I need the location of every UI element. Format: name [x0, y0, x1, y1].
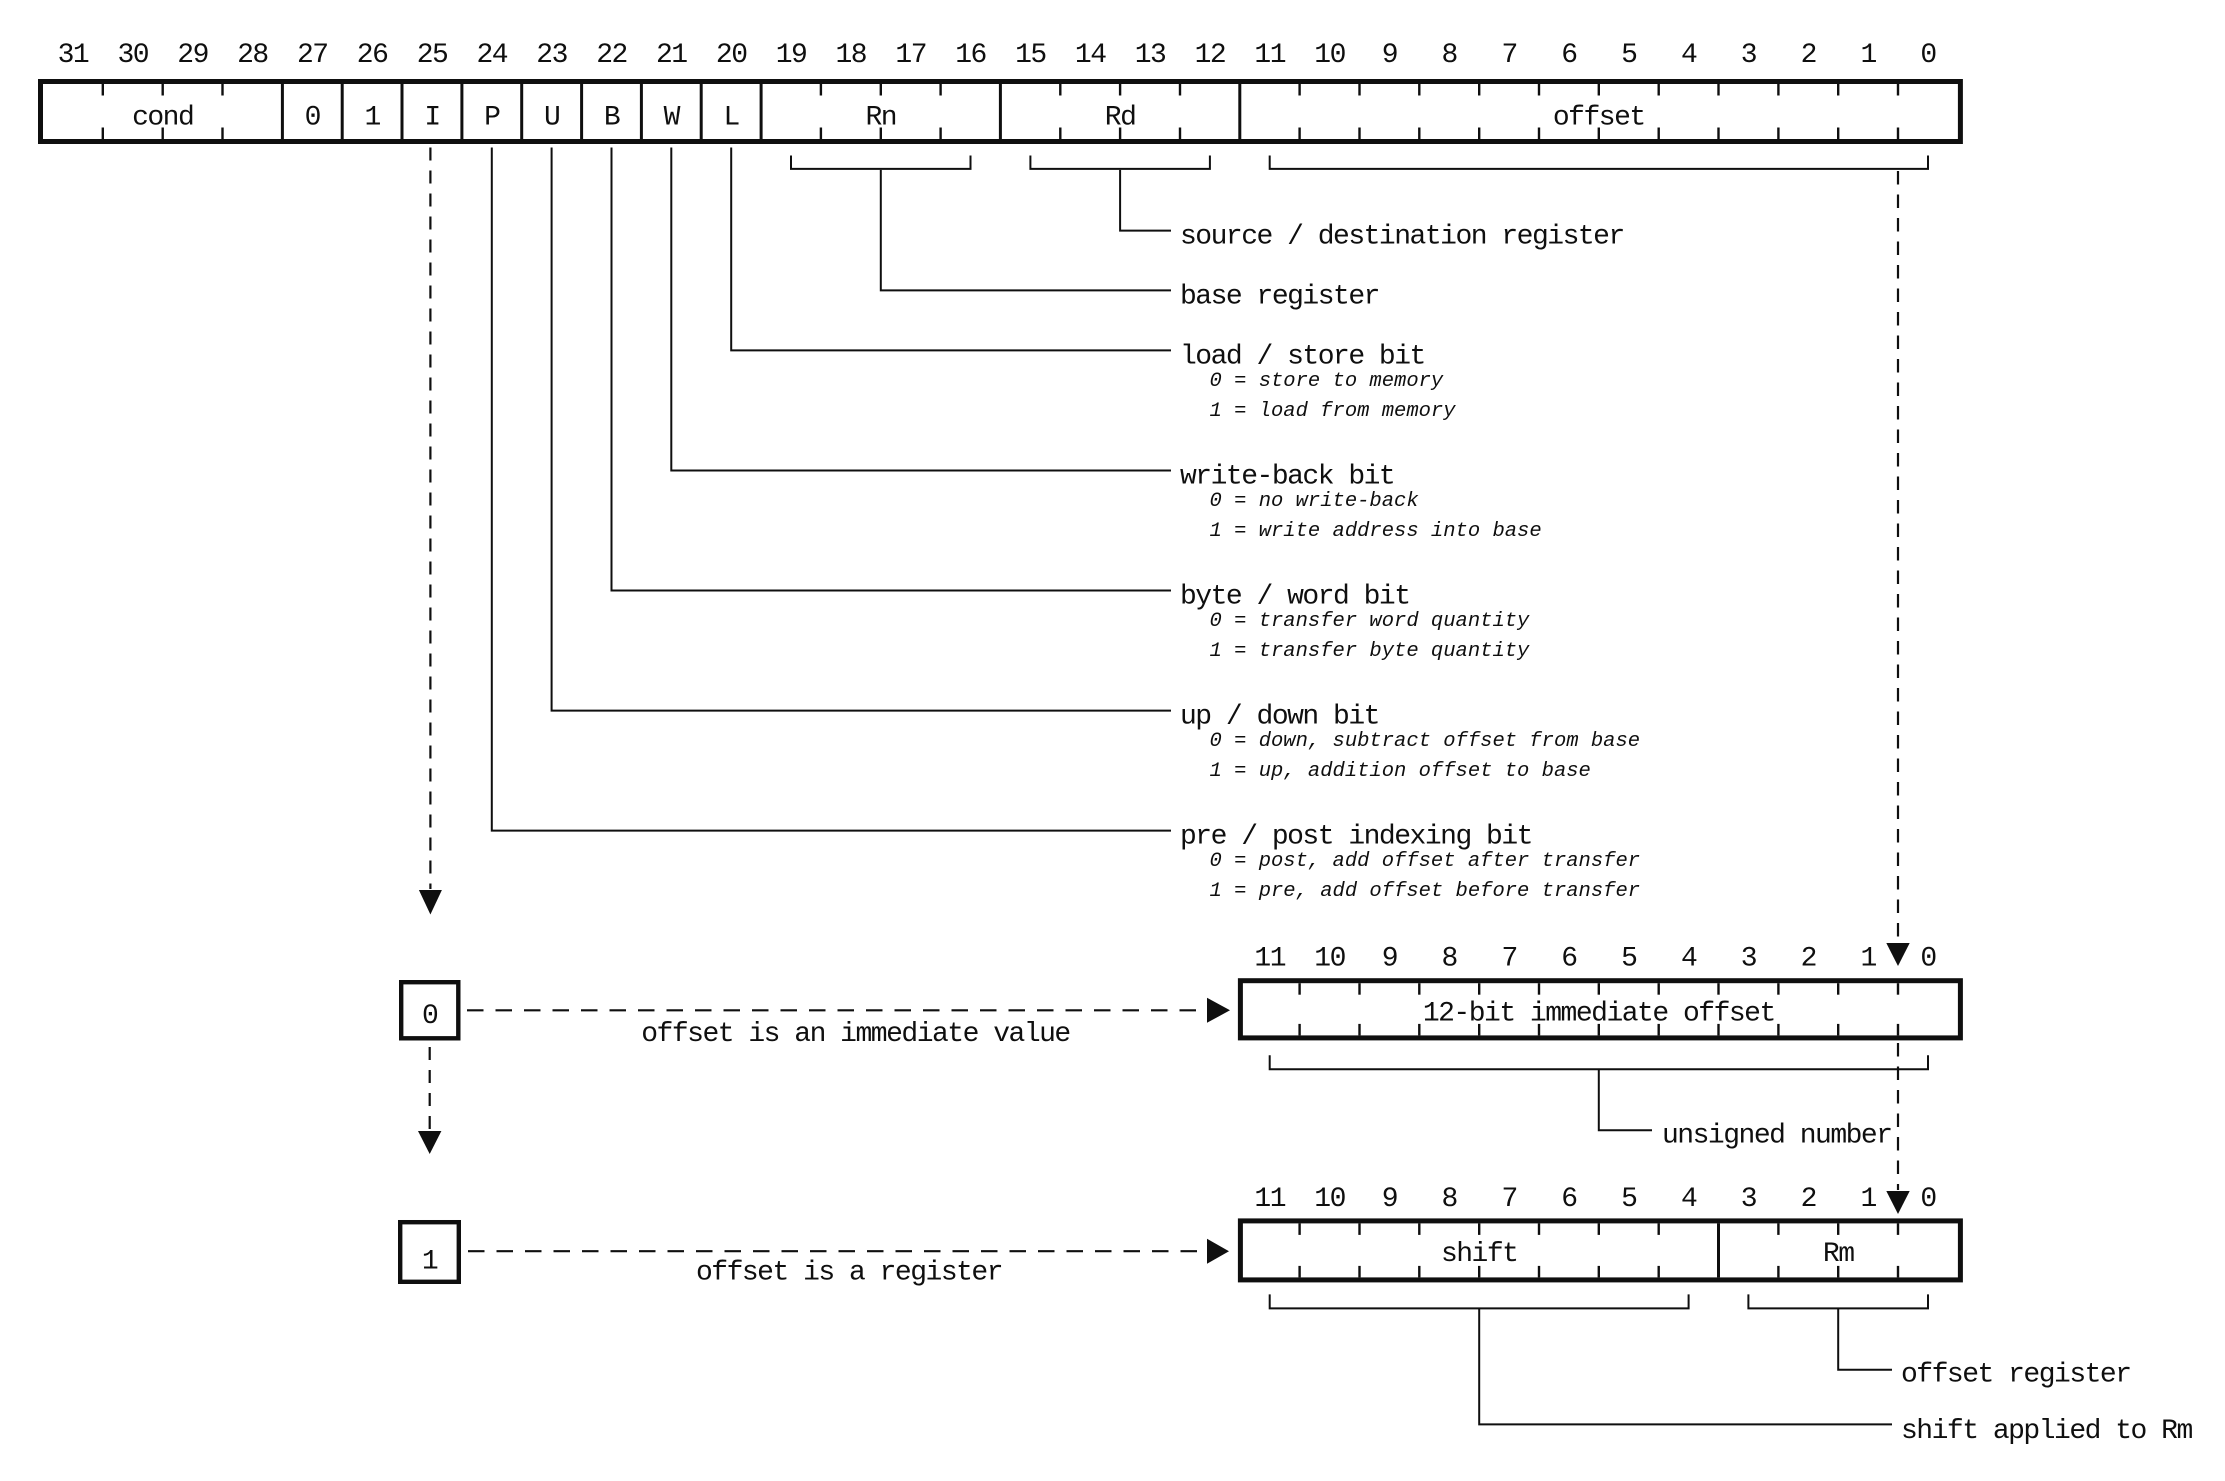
svg-text:27: 27	[297, 40, 328, 71]
svg-text:1 = up, addition offset to bas: 1 = up, addition offset to base	[1210, 760, 1591, 783]
svg-text:30: 30	[117, 40, 148, 71]
svg-text:26: 26	[357, 40, 388, 71]
svg-text:12-bit immediate offset: 12-bit immediate offset	[1423, 999, 1775, 1030]
svg-text:source / destination register: source / destination register	[1180, 222, 1624, 253]
svg-text:up / down bit: up / down bit	[1180, 702, 1379, 733]
svg-text:B: B	[604, 102, 620, 133]
svg-text:W: W	[664, 102, 681, 133]
svg-text:0: 0	[1920, 40, 1936, 71]
svg-text:8: 8	[1442, 944, 1457, 975]
svg-text:U: U	[544, 102, 559, 133]
svg-text:3: 3	[1741, 1184, 1757, 1215]
svg-text:offset register: offset register	[1901, 1360, 2131, 1391]
svg-text:21: 21	[656, 40, 687, 71]
svg-text:pre / post indexing bit: pre / post indexing bit	[1180, 822, 1532, 853]
svg-text:0 = transfer word quantity: 0 = transfer word quantity	[1210, 610, 1531, 633]
svg-text:1: 1	[422, 1247, 438, 1278]
svg-text:11: 11	[1254, 40, 1285, 71]
svg-text:write-back bit: write-back bit	[1180, 462, 1394, 493]
svg-text:1: 1	[1860, 1184, 1876, 1215]
svg-text:1 = write address into base: 1 = write address into base	[1210, 520, 1542, 543]
svg-text:base register: base register	[1180, 281, 1379, 312]
svg-text:0 = down, subtract offset from: 0 = down, subtract offset from base	[1210, 730, 1641, 753]
svg-text:4: 4	[1681, 40, 1697, 71]
svg-text:5: 5	[1621, 40, 1637, 71]
svg-text:31: 31	[58, 40, 89, 71]
svg-text:14: 14	[1075, 40, 1106, 71]
svg-text:10: 10	[1314, 40, 1345, 71]
svg-text:1 = load from memory: 1 = load from memory	[1210, 400, 1457, 423]
svg-text:24: 24	[476, 40, 507, 71]
svg-text:28: 28	[237, 40, 268, 71]
svg-text:29: 29	[177, 40, 208, 71]
svg-text:0 = post, add offset after tra: 0 = post, add offset after transfer	[1210, 850, 1641, 873]
svg-text:I: I	[424, 102, 439, 133]
svg-text:0 = no write-back: 0 = no write-back	[1210, 490, 1420, 513]
svg-text:2: 2	[1801, 944, 1816, 975]
svg-text:unsigned number: unsigned number	[1662, 1121, 1892, 1152]
svg-text:23: 23	[536, 40, 567, 71]
svg-text:7: 7	[1501, 40, 1516, 71]
svg-text:7: 7	[1501, 1184, 1516, 1215]
svg-text:cond: cond	[132, 102, 193, 133]
svg-text:22: 22	[596, 40, 627, 71]
svg-text:18: 18	[835, 40, 866, 71]
svg-text:15: 15	[1015, 40, 1046, 71]
svg-text:19: 19	[776, 40, 807, 71]
svg-text:offset is an immediate value: offset is an immediate value	[641, 1019, 1069, 1050]
svg-text:Rm: Rm	[1823, 1239, 1854, 1270]
svg-text:8: 8	[1442, 1184, 1457, 1215]
svg-text:0 = store to memory: 0 = store to memory	[1210, 370, 1444, 393]
svg-text:shift: shift	[1441, 1239, 1518, 1270]
svg-text:5: 5	[1621, 1184, 1637, 1215]
svg-text:6: 6	[1561, 944, 1576, 975]
svg-text:shift applied to Rm: shift applied to Rm	[1901, 1416, 2192, 1447]
svg-text:1: 1	[1860, 40, 1876, 71]
svg-text:3: 3	[1741, 40, 1757, 71]
svg-text:2: 2	[1801, 40, 1816, 71]
svg-text:1: 1	[364, 102, 380, 133]
svg-text:5: 5	[1621, 944, 1637, 975]
svg-text:4: 4	[1681, 944, 1697, 975]
svg-text:13: 13	[1135, 40, 1166, 71]
svg-text:25: 25	[417, 40, 448, 71]
svg-text:20: 20	[716, 40, 747, 71]
svg-text:0: 0	[422, 1001, 438, 1032]
svg-text:offset: offset	[1553, 102, 1645, 133]
svg-text:L: L	[724, 102, 740, 133]
svg-text:1 = pre, add offset before tra: 1 = pre, add offset before transfer	[1210, 880, 1641, 903]
svg-text:2: 2	[1801, 1184, 1816, 1215]
svg-text:P: P	[484, 102, 500, 133]
svg-text:11: 11	[1254, 1184, 1285, 1215]
svg-text:12: 12	[1195, 40, 1226, 71]
svg-text:offset is a register: offset is a register	[696, 1257, 1002, 1288]
svg-text:0: 0	[1920, 944, 1936, 975]
svg-text:load / store bit: load / store bit	[1180, 341, 1425, 372]
svg-text:1 = transfer byte quantity: 1 = transfer byte quantity	[1210, 640, 1531, 663]
svg-text:10: 10	[1314, 1184, 1345, 1215]
svg-text:16: 16	[955, 40, 986, 71]
svg-text:10: 10	[1314, 944, 1345, 975]
svg-text:9: 9	[1382, 944, 1397, 975]
svg-text:6: 6	[1561, 1184, 1576, 1215]
svg-text:6: 6	[1561, 40, 1576, 71]
svg-text:8: 8	[1442, 40, 1457, 71]
svg-text:Rd: Rd	[1105, 102, 1136, 133]
svg-text:7: 7	[1501, 944, 1516, 975]
svg-text:0: 0	[305, 102, 321, 133]
svg-text:1: 1	[1860, 944, 1876, 975]
svg-text:9: 9	[1382, 1184, 1397, 1215]
svg-text:byte / word bit: byte / word bit	[1180, 582, 1410, 613]
svg-text:3: 3	[1741, 944, 1757, 975]
svg-text:4: 4	[1681, 1184, 1697, 1215]
svg-text:Rn: Rn	[865, 102, 896, 133]
svg-text:0: 0	[1920, 1184, 1936, 1215]
svg-text:11: 11	[1254, 944, 1285, 975]
svg-text:17: 17	[895, 40, 926, 71]
svg-text:9: 9	[1382, 40, 1397, 71]
